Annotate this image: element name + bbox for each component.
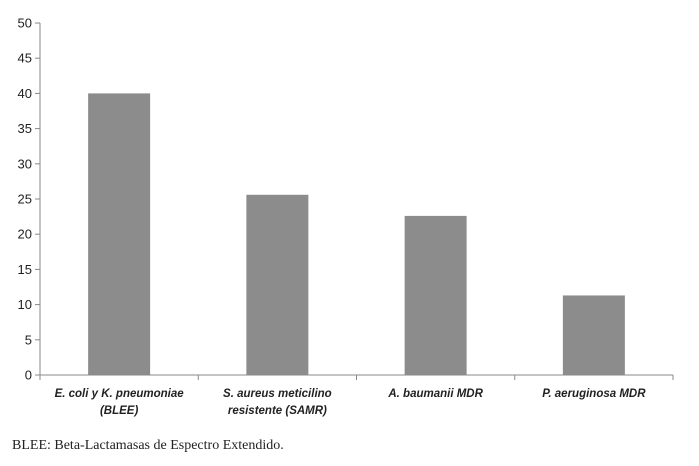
y-tick-label: 0 — [25, 368, 32, 383]
y-tick-label: 5 — [25, 332, 32, 347]
footnote: BLEE: Beta-Lactamasas de Espectro Extend… — [12, 438, 284, 453]
x-category-label: A. baumanii MDR — [387, 388, 483, 400]
x-category-label: P. aeruginosa MDR — [542, 388, 646, 400]
y-tick-label: 35 — [18, 121, 32, 136]
bar — [88, 93, 151, 376]
bars — [88, 93, 625, 376]
bar — [246, 194, 309, 375]
y-tick-label: 15 — [18, 262, 32, 277]
y-tick-label: 20 — [18, 227, 32, 242]
x-category-label: E. coli y K. pneumoniae — [55, 388, 185, 400]
y-tick-label: 50 — [18, 16, 32, 31]
x-category-label: (BLEE) — [100, 405, 139, 417]
y-tick-label: 45 — [18, 51, 32, 66]
x-axis: E. coli y K. pneumoniae (BLEE) S. aureus m… — [39, 374, 674, 417]
x-category-label: resistente (SAMR) — [228, 405, 327, 417]
y-tick-label: 25 — [18, 192, 32, 207]
bar — [562, 295, 625, 375]
bar-chart: 0 5 10 15 20 25 30 35 40 45 50 E. coli y K. pneumo… — [18, 16, 674, 417]
bar — [404, 215, 467, 375]
y-tick-label: 10 — [18, 297, 32, 312]
y-tick-label: 30 — [18, 156, 32, 171]
x-category-label: S. aureus meticilino — [223, 388, 332, 400]
y-tick-label: 40 — [18, 86, 32, 101]
y-axis: 0 5 10 15 20 25 30 35 40 45 50 — [18, 16, 41, 383]
